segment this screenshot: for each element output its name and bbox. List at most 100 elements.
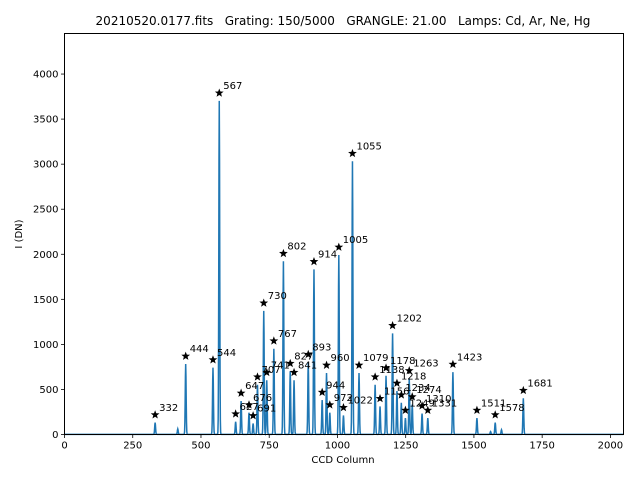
peak-markers xyxy=(150,88,528,420)
peak-marker xyxy=(231,409,241,418)
peak-label: 691 xyxy=(257,404,276,415)
peak-label: 676 xyxy=(253,393,272,404)
x-axis-label: CCD Column xyxy=(311,455,374,466)
peak-label: 730 xyxy=(268,291,287,302)
peak-marker xyxy=(407,392,417,401)
peak-label: 1331 xyxy=(432,398,457,409)
peak-marker xyxy=(244,400,254,409)
x-tick-label: 1500 xyxy=(461,441,486,452)
peak-marker xyxy=(423,405,433,414)
peak-label: 960 xyxy=(331,353,350,364)
y-tick-label: 3500 xyxy=(33,115,58,126)
peak-label: 1234 xyxy=(405,383,430,394)
peak-label: 767 xyxy=(278,329,297,340)
peak-marker xyxy=(339,402,348,412)
y-tick-label: 2000 xyxy=(33,250,58,261)
y-tick-label: 4000 xyxy=(33,70,58,81)
peak-marker xyxy=(208,355,218,364)
peak-label: 647 xyxy=(245,381,264,392)
peak-marker xyxy=(354,360,364,369)
x-tick-label: 2000 xyxy=(598,441,623,452)
y-tick-label: 1000 xyxy=(33,340,58,351)
x-tick-label: 500 xyxy=(191,441,210,452)
peak-marker xyxy=(285,358,295,368)
peak-marker xyxy=(253,372,262,381)
peak-label: 1022 xyxy=(347,396,372,407)
peak-label: 1178 xyxy=(390,356,415,367)
peak-label: 1249 xyxy=(409,398,434,409)
peak-label: 741 xyxy=(271,360,290,371)
y-tick-label: 3000 xyxy=(33,160,58,171)
x-tick-label: 1750 xyxy=(529,441,554,452)
y-tick-label: 1500 xyxy=(33,295,58,306)
peak-marker xyxy=(388,320,397,330)
peak-label: 1202 xyxy=(397,314,422,325)
peak-marker xyxy=(322,360,331,369)
peak-marker xyxy=(248,411,258,420)
peak-marker xyxy=(348,148,357,158)
peak-label: 1263 xyxy=(413,359,438,370)
peak-marker xyxy=(236,388,246,397)
peak-marker xyxy=(370,372,380,381)
peak-label: 1681 xyxy=(527,378,552,389)
x-tick-label: 0 xyxy=(61,441,67,452)
peak-label: 1055 xyxy=(356,141,381,152)
peak-marker xyxy=(279,248,288,258)
peak-label: 1578 xyxy=(499,403,524,414)
peak-label: 914 xyxy=(318,250,337,261)
peak-label: 972 xyxy=(334,393,353,404)
peak-label: 893 xyxy=(312,342,331,353)
peak-marker xyxy=(404,366,414,375)
x-tick-label: 750 xyxy=(260,441,279,452)
peak-marker xyxy=(334,242,344,251)
peak-marker xyxy=(317,387,327,396)
y-tick-label: 2500 xyxy=(33,205,58,216)
peak-label: 444 xyxy=(190,344,209,355)
y-tick-label: 500 xyxy=(39,385,58,396)
peak-marker xyxy=(381,363,391,372)
peak-label: 827 xyxy=(294,351,313,362)
x-tick-label: 1250 xyxy=(393,441,418,452)
peak-label: 1511 xyxy=(481,398,506,409)
peak-label: 544 xyxy=(217,348,236,359)
peak-marker xyxy=(303,349,313,359)
peak-label: 944 xyxy=(326,380,345,391)
peak-label: 1005 xyxy=(343,235,368,246)
y-axis-label: I (DN) xyxy=(14,219,25,248)
peak-marker xyxy=(325,400,335,409)
peak-label: 1138 xyxy=(379,365,404,376)
peak-marker xyxy=(417,401,427,410)
peak-marker xyxy=(214,88,224,97)
axes-frame xyxy=(64,33,624,435)
peak-marker xyxy=(181,351,191,360)
peak-label: 802 xyxy=(287,241,306,252)
peak-marker xyxy=(259,298,269,307)
peak-label: 1423 xyxy=(457,352,482,363)
peak-marker xyxy=(375,393,385,403)
peak-marker xyxy=(289,367,299,377)
x-tick-label: 1000 xyxy=(325,441,350,452)
chart-title: 20210520.0177.fits Grating: 150/5000 GRA… xyxy=(96,14,591,28)
peak-marker xyxy=(150,410,160,419)
x-axis-ticks: 0 250 500 750 1000 1250 1500 1750 2000 xyxy=(61,434,623,452)
peak-marker xyxy=(269,336,279,345)
peak-label: 1274 xyxy=(416,385,441,396)
peak-marker xyxy=(472,405,482,414)
peak-label: 332 xyxy=(159,403,178,414)
x-tick-label: 250 xyxy=(123,441,142,452)
y-axis-ticks: 0 500 1000 1500 2000 2500 3000 3500 4000 xyxy=(33,70,65,441)
y-tick-label: 0 xyxy=(52,430,58,441)
peak-label: 841 xyxy=(298,360,317,371)
peak-marker xyxy=(518,385,528,395)
peak-label: 1079 xyxy=(363,353,388,364)
peak-label: 1218 xyxy=(401,371,426,382)
peak-label: 1310 xyxy=(426,394,451,405)
peak-marker xyxy=(392,378,402,387)
peak-marker xyxy=(396,390,406,399)
peak-label: 627 xyxy=(240,402,259,413)
peak-marker xyxy=(401,405,410,414)
peak-label: 567 xyxy=(223,81,242,92)
